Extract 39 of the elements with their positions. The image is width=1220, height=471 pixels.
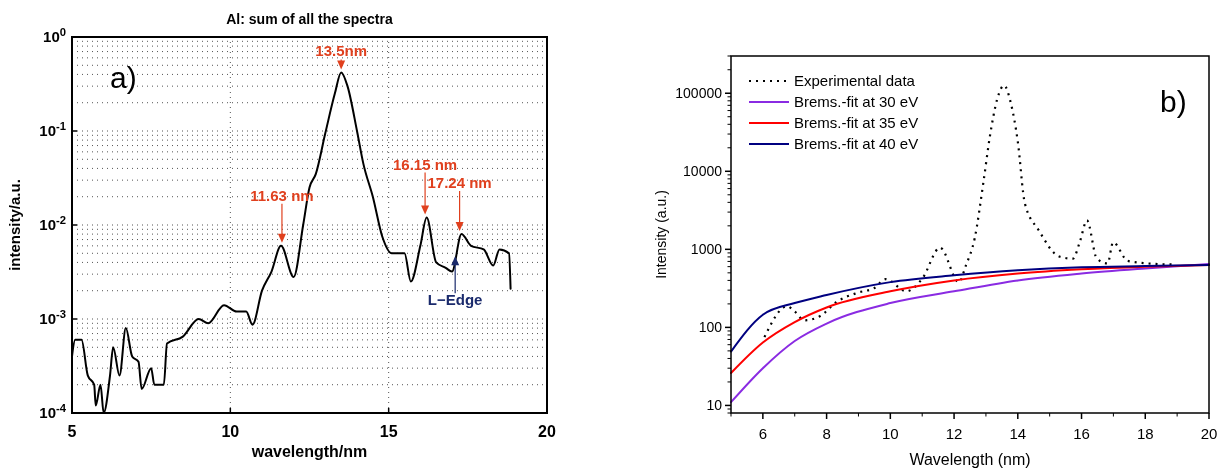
legend-label: Brems.-fit at 35 eV <box>794 114 919 131</box>
annotation: L−Edge <box>427 291 483 309</box>
y-tick-label: 10$^{-4}$ <box>39 402 67 421</box>
x-tick-label: 18 <box>1136 425 1154 442</box>
x-tick-label: 12 <box>945 425 963 442</box>
x-tick-label: 8 <box>822 425 831 442</box>
x-axis-title: wavelength/nm <box>250 443 368 460</box>
x-tick-label: 16 <box>1073 425 1090 442</box>
x-tick-label: 20 <box>538 423 556 440</box>
annotation: 13.5nm <box>315 42 368 60</box>
legend-label: Brems.-fit at 30 eV <box>794 93 919 110</box>
y-tick-label: 10$^{-1}$ <box>39 120 66 139</box>
y-axis-title: intensity/a.u. <box>6 179 23 271</box>
x-tick-label: 14 <box>1009 425 1027 442</box>
annotation: 17.24 nm <box>427 174 492 192</box>
x-axis-title: Wavelength (nm) <box>909 451 1031 468</box>
y-tick-label: 10$^{-2}$ <box>39 214 66 233</box>
y-tick-label: 100000 <box>675 85 723 102</box>
x-tick-label: 15 <box>379 423 398 440</box>
y-axis-title: Intensity (a.u.) <box>653 190 669 279</box>
x-tick-label: 6 <box>758 425 768 442</box>
y-tick-label: 1000 <box>690 241 723 258</box>
y-tick-label: 10000 <box>683 163 723 180</box>
annotation: a) <box>110 61 137 94</box>
x-tick-label: 10 <box>881 425 899 442</box>
annotation: 16.15 nm <box>392 155 458 173</box>
x-tick-label: 20 <box>1200 425 1218 442</box>
annotation: b) <box>1160 85 1187 118</box>
x-tick-label: 10 <box>221 423 240 440</box>
y-tick-label: 10 <box>706 397 723 414</box>
y-tick-label: 10$^{-3}$ <box>39 308 66 327</box>
chart-title: Al: sum of all the spectra <box>226 11 393 27</box>
y-tick-label: 10$^{0}$ <box>43 26 66 45</box>
x-tick-label: 5 <box>67 423 77 440</box>
legend-label: Experimental data <box>794 72 916 89</box>
line-series <box>730 264 1210 353</box>
line-series <box>730 262 1210 404</box>
legend-label: Brems.-fit at 40 eV <box>794 135 919 152</box>
y-tick-label: 100 <box>698 319 723 336</box>
